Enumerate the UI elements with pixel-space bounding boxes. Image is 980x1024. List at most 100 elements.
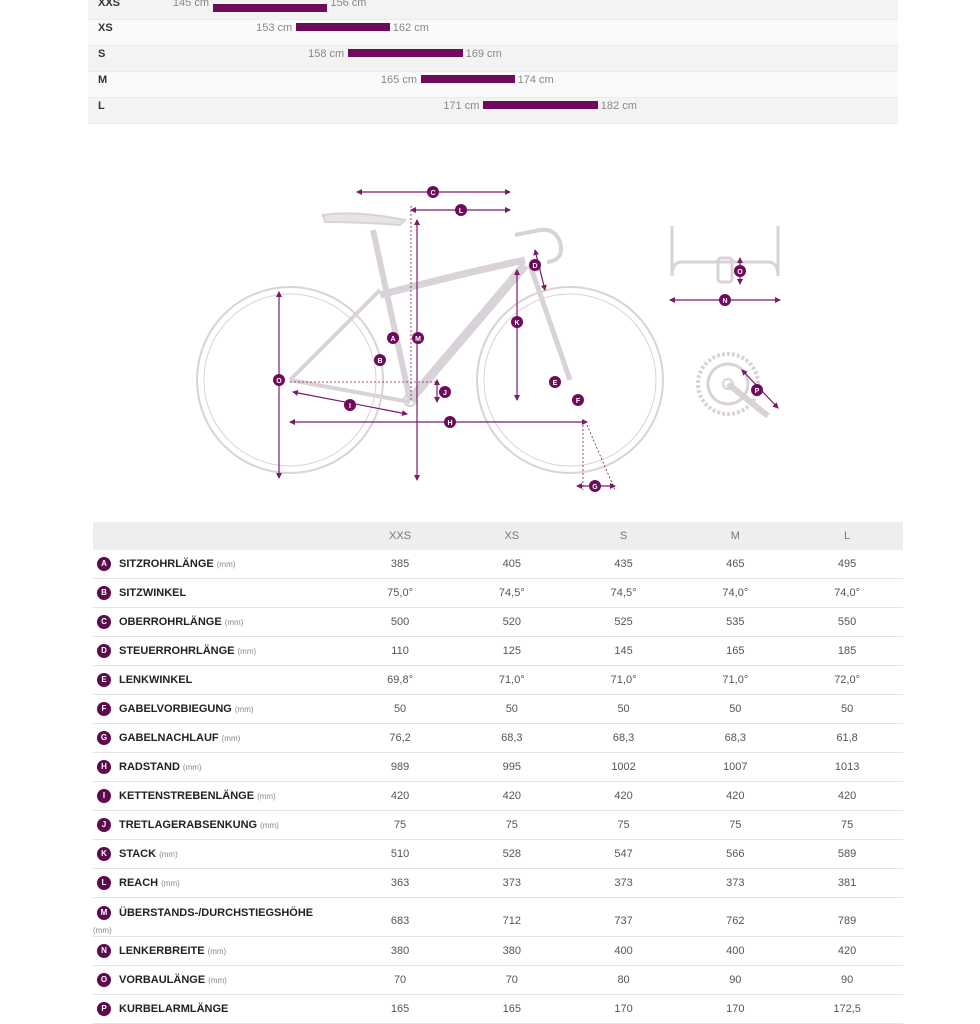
svg-text:P: P [755, 388, 760, 395]
value-cell: 74,0° [679, 578, 792, 608]
parameter-cell: I KETTENSTREBENLÄNGE (mm) [93, 781, 345, 811]
size-max-height: 182 cm [600, 100, 637, 112]
value-cell: 76,2 [344, 723, 456, 753]
svg-text:G: G [592, 484, 598, 491]
table-header-row: XXS XS S M L [93, 522, 903, 550]
parameter-unit: (mm) [234, 704, 254, 714]
svg-text:H: H [447, 420, 452, 427]
letter-marker-F: F [572, 394, 584, 406]
size-max-height: 156 cm [330, 0, 367, 9]
letter-marker-I: I [344, 399, 356, 411]
value-cell: 75 [567, 810, 680, 840]
rear-wheel [196, 286, 384, 474]
size-row: M 165 cm 174 cm [88, 72, 898, 98]
parameter-name: GABELNACHLAUF [119, 732, 219, 744]
value-cell: 373 [455, 868, 568, 898]
value-cell: 170 [567, 994, 680, 1024]
table-row: D STEUERROHRLÄNGE (mm) 110 125 145 165 185 [93, 636, 903, 666]
parameter-cell: D STEUERROHRLÄNGE (mm) [93, 636, 345, 666]
size-max-height: 174 cm [517, 74, 554, 86]
value-cell: 525 [567, 607, 680, 637]
letter-n-icon: N [97, 944, 111, 958]
value-cell: 420 [679, 781, 792, 811]
letter-l-icon: L [97, 876, 111, 890]
parameter-unit: (mm) [161, 878, 180, 888]
value-cell: 420 [455, 781, 568, 811]
frame-chainstay [289, 378, 411, 404]
letter-k-icon: K [97, 847, 111, 861]
reference-lines [290, 206, 616, 491]
value-cell: 363 [344, 868, 456, 898]
svg-text:I: I [349, 403, 351, 410]
rear-wheel-inner [203, 293, 377, 467]
frame-seatstay [288, 288, 382, 382]
letter-g-icon: G [97, 731, 111, 745]
parameter-cell: O VORBAULÄNGE (mm) [93, 965, 345, 995]
size-range-bar [348, 49, 463, 57]
value-cell: 75,0° [344, 578, 456, 608]
value-cell: 74,0° [791, 578, 903, 608]
value-cell: 125 [455, 636, 568, 666]
parameter-name: KURBELARMLÄNGE [119, 1003, 229, 1015]
value-cell: 1002 [567, 752, 680, 782]
value-cell: 566 [679, 839, 792, 869]
table-row: H RADSTAND (mm) 989 995 1002 1007 1013 [93, 752, 903, 782]
size-range-bar [483, 101, 598, 109]
parameter-name: KETTENSTREBENLÄNGE [119, 790, 255, 802]
parameter-name: GABELVORBIEGUNG [119, 703, 232, 715]
value-cell: 547 [567, 839, 680, 869]
parameter-cell: J TRETLAGERABSENKUNG (mm) [93, 810, 345, 840]
letter-e-icon: E [97, 673, 111, 687]
value-cell: 528 [455, 839, 568, 869]
value-cell: 110 [344, 636, 456, 666]
value-cell: 712 [455, 897, 568, 937]
value-cell: 789 [791, 897, 903, 937]
frame-seat-tube [370, 229, 413, 401]
value-cell: 683 [344, 897, 456, 937]
value-cell: 405 [455, 550, 568, 579]
value-cell: 71,0° [567, 665, 680, 695]
svg-text:C: C [430, 190, 435, 197]
table-row: G GABELNACHLAUF (mm) 76,2 68,3 68,3 68,3 61,8 [93, 723, 903, 753]
parameter-unit: (mm) [93, 926, 112, 935]
parameter-cell: L REACH (mm) [93, 868, 345, 898]
letter-b-icon: B [97, 586, 111, 600]
letter-h-icon: H [97, 760, 111, 774]
size-range-bar [213, 4, 328, 12]
parameter-unit: (mm) [260, 820, 279, 830]
parameter-unit: (mm) [216, 559, 236, 569]
frame-down-tube [406, 262, 529, 403]
parameter-name: STACK [119, 848, 157, 860]
parameter-name: REACH [119, 877, 159, 889]
value-cell: 420 [791, 781, 903, 811]
frame-top-tube [379, 256, 526, 299]
value-cell: 500 [344, 607, 456, 637]
letter-a-icon: A [97, 557, 111, 571]
value-cell: 68,3 [455, 723, 568, 753]
value-cell: 400 [679, 936, 792, 966]
letter-marker-L: L [455, 204, 467, 216]
table-row: F GABELVORBIEGUNG (mm) 50 50 50 50 50 [93, 694, 903, 724]
letter-marker-O: O [734, 265, 746, 277]
parameter-unit: (mm) [257, 791, 276, 801]
size-min-height: 145 cm [172, 0, 209, 9]
letter-marker-N: N [719, 294, 731, 306]
value-cell: 373 [679, 868, 792, 898]
size-range-bar [421, 75, 515, 83]
svg-text:K: K [514, 320, 519, 327]
table-row: O VORBAULÄNGE (mm) 70 70 80 90 90 [93, 965, 903, 995]
value-cell: 61,8 [791, 723, 903, 753]
parameter-name: LENKERBREITE [119, 945, 205, 957]
saddle [321, 212, 408, 227]
svg-text:E: E [553, 380, 558, 387]
letter-marker-B: B [374, 354, 386, 366]
value-cell: 165 [679, 636, 792, 666]
parameter-name: SITZROHRLÄNGE [119, 558, 214, 570]
value-cell: 90 [791, 965, 903, 995]
front-wheel [476, 286, 664, 474]
value-cell: 535 [679, 607, 792, 637]
value-cell: 465 [679, 550, 792, 579]
value-cell: 68,3 [567, 723, 680, 753]
value-cell: 70 [455, 965, 568, 995]
svg-text:J: J [443, 390, 447, 397]
